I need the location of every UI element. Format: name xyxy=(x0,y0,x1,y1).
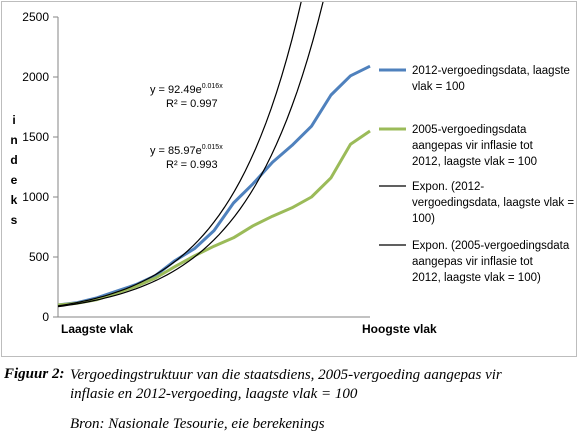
x-axis-labels: Laagste vlak Hoogste vlak xyxy=(61,322,437,336)
source-note: Bron: Nasionale Tesourie, eie berekening… xyxy=(70,416,325,432)
chart: 0 500 1000 1500 2000 2500 y = 92.49e0.016x R² … xyxy=(10,2,574,336)
series-layer xyxy=(57,64,371,307)
y-axis-ticks: 0 500 1000 1500 2000 2500 xyxy=(22,10,58,324)
trendline-r-squared: R² = 0.997 xyxy=(166,98,218,110)
caption-line: Vergoedingstruktuur van die staatsdiens,… xyxy=(70,367,502,383)
y-tick-label: 1000 xyxy=(22,190,49,204)
legend-text: vlak = 100 xyxy=(412,81,465,93)
caption-label: Figuur 2: xyxy=(4,366,65,382)
y-tick-label: 500 xyxy=(29,250,49,264)
y-axis-letter: n xyxy=(10,133,17,147)
y-tick-label: 2000 xyxy=(22,70,49,84)
y-axis-letter: i xyxy=(12,113,15,127)
y-tick-label: 1500 xyxy=(22,130,49,144)
y-tick-label: 0 xyxy=(42,310,49,324)
trendline-layer xyxy=(57,2,324,308)
legend-text: 2012, laagste vlak = 100) xyxy=(412,272,541,284)
trendline-equation: y = 85.97e0.015x xyxy=(150,144,223,157)
trendline-equations: y = 92.49e0.016x R² = 0.997 y = 85.97e0.01… xyxy=(150,83,223,171)
trendline-equation: y = 92.49e0.016x xyxy=(150,83,223,96)
chart-frame: 0 500 1000 1500 2000 2500 y = 92.49e0.016x R² … xyxy=(1,1,577,357)
legend-text: aangepas vir inflasie tot xyxy=(412,140,534,152)
legend-text: Expon. (2012- xyxy=(412,181,484,193)
legend-text: 2005-vergoedingsdata xyxy=(412,124,527,136)
y-tick-label: 2500 xyxy=(22,10,49,24)
y-axis-letter: s xyxy=(11,213,18,227)
trendline-r-squared: R² = 0.993 xyxy=(166,159,218,171)
trendline-2012 xyxy=(57,2,302,307)
legend-text: 100) xyxy=(412,213,435,225)
caption-line: inflasie en 2012-vergoeding, laagste vla… xyxy=(70,386,358,402)
caption-text: Vergoedingstruktuur van die staatsdiens,… xyxy=(70,366,575,404)
legend-text: Expon. (2005-vergoedingsdata xyxy=(412,240,570,252)
legend-text: 2012, laagste vlak = 100 xyxy=(412,156,537,168)
axes xyxy=(57,17,370,318)
y-axis-letter: d xyxy=(10,153,17,167)
legend-text: aangepas vir inflasie tot xyxy=(412,256,534,268)
series-line-2005 xyxy=(57,129,371,307)
series-line-2012 xyxy=(57,64,371,307)
legend: 2012-vergoedingsdata, laagste vlak = 100 2… xyxy=(379,65,574,284)
x-label-right: Hoogste vlak xyxy=(362,322,437,336)
legend-text: vergoedingsdata, laagste vlak = xyxy=(412,197,574,209)
legend-text: 2012-vergoedingsdata, laagste xyxy=(412,65,570,77)
y-axis-letter: e xyxy=(11,173,18,187)
trendline-2005 xyxy=(57,2,324,308)
y-axis-letter: k xyxy=(11,193,18,207)
x-label-left: Laagste vlak xyxy=(61,322,133,336)
